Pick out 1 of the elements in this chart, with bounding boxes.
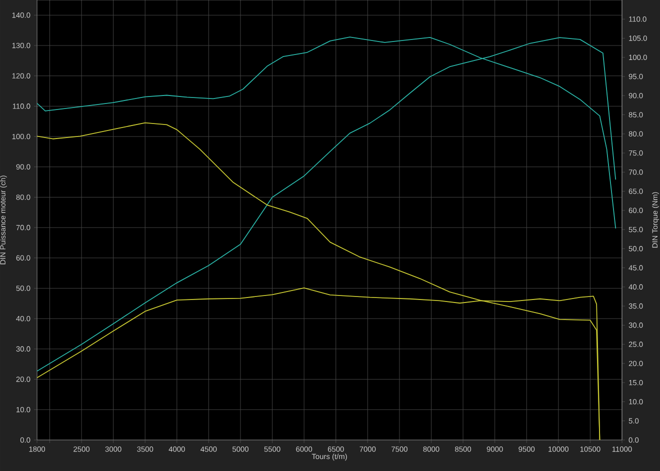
line-series: [37, 37, 616, 372]
